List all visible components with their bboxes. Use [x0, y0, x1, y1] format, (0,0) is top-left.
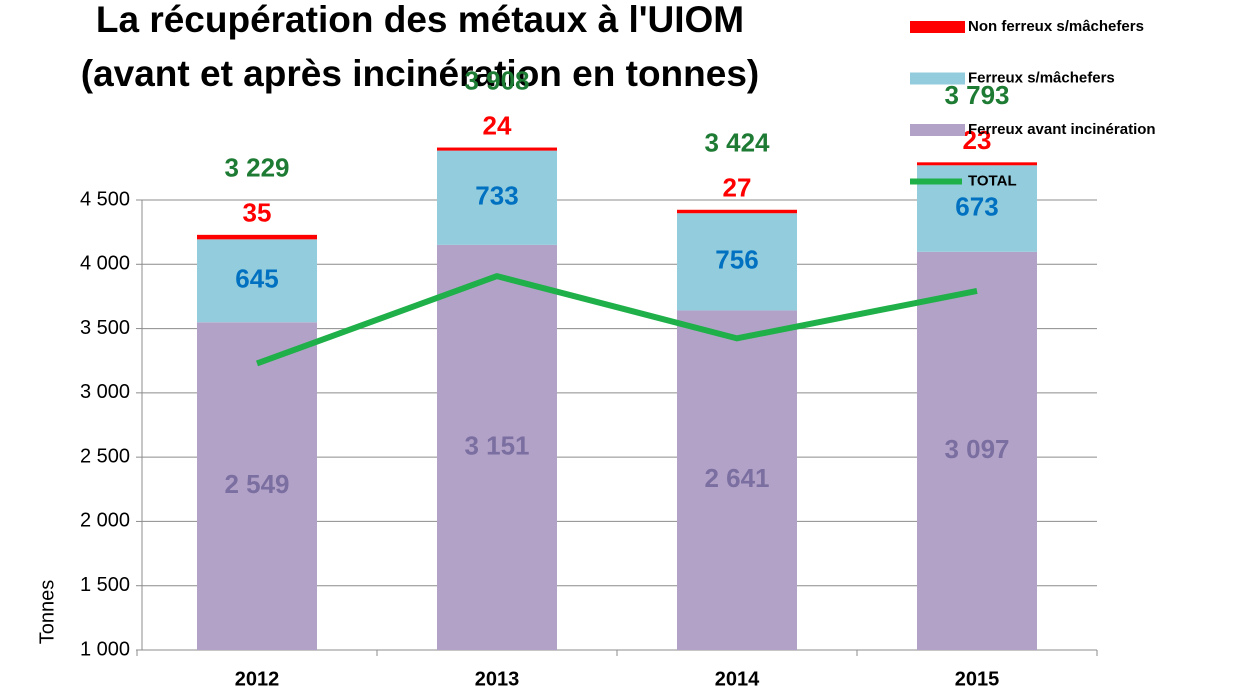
bar-segment [197, 239, 317, 323]
legend-swatch [910, 124, 965, 136]
legend-swatch [910, 21, 965, 33]
data-label: 3 229 [224, 153, 289, 183]
data-label: 24 [483, 110, 512, 140]
total-line [255, 273, 978, 367]
data-label: 23 [963, 125, 992, 155]
data-label: 3 793 [944, 80, 1009, 110]
x-tick-label: 2013 [475, 668, 520, 690]
bar-segment [917, 251, 1037, 651]
y-tick-label: 1 000 [80, 638, 130, 660]
bar-segment [677, 209, 797, 214]
data-label: 27 [723, 173, 752, 203]
bar-segment [917, 162, 1037, 166]
bar-segment [197, 234, 317, 240]
bar-segment [437, 150, 557, 245]
chart-title: La récupération des métaux à l'UIOM [96, 0, 744, 40]
x-tick-label: 2012 [235, 668, 280, 690]
y-tick-label: 2 000 [80, 510, 130, 532]
bar-segment [677, 310, 797, 650]
bar-segment [437, 244, 557, 650]
y-tick-label: 4 000 [80, 253, 130, 275]
y-tick-label: 3 000 [80, 381, 130, 403]
legend-label: Ferreux s/mâchefers [968, 69, 1115, 86]
legend-label: Non ferreux s/mâchefers [968, 18, 1144, 35]
legend-swatch [910, 72, 965, 85]
data-label: 2 641 [704, 463, 769, 493]
y-tick-label: 1 500 [80, 574, 130, 596]
y-axis-title: Tonnes [36, 580, 58, 645]
data-label: 3 424 [704, 128, 770, 158]
y-tick-label: 3 500 [80, 317, 130, 339]
y-tick-label: 4 500 [80, 188, 130, 210]
legend-label: TOTAL [968, 172, 1017, 189]
data-label: 733 [475, 181, 518, 211]
bar-segment [677, 213, 797, 311]
data-label: 3 908 [464, 65, 529, 95]
data-label: 756 [715, 245, 758, 275]
data-label: 645 [235, 264, 278, 294]
x-tick-label: 2015 [955, 668, 1000, 690]
bar-segment [197, 322, 317, 650]
data-label: 673 [955, 191, 998, 221]
y-tick-label: 2 500 [80, 445, 130, 467]
bar-segment [437, 147, 557, 151]
x-tick-label: 2014 [715, 668, 760, 690]
data-label: 2 549 [224, 469, 289, 499]
legend-label: Ferreux avant incinération [968, 121, 1156, 138]
chart-title: (avant et après incinération en tonnes) [81, 53, 759, 94]
data-label: 35 [243, 198, 272, 228]
data-label: 3 097 [944, 434, 1009, 464]
data-label: 3 151 [464, 430, 529, 460]
